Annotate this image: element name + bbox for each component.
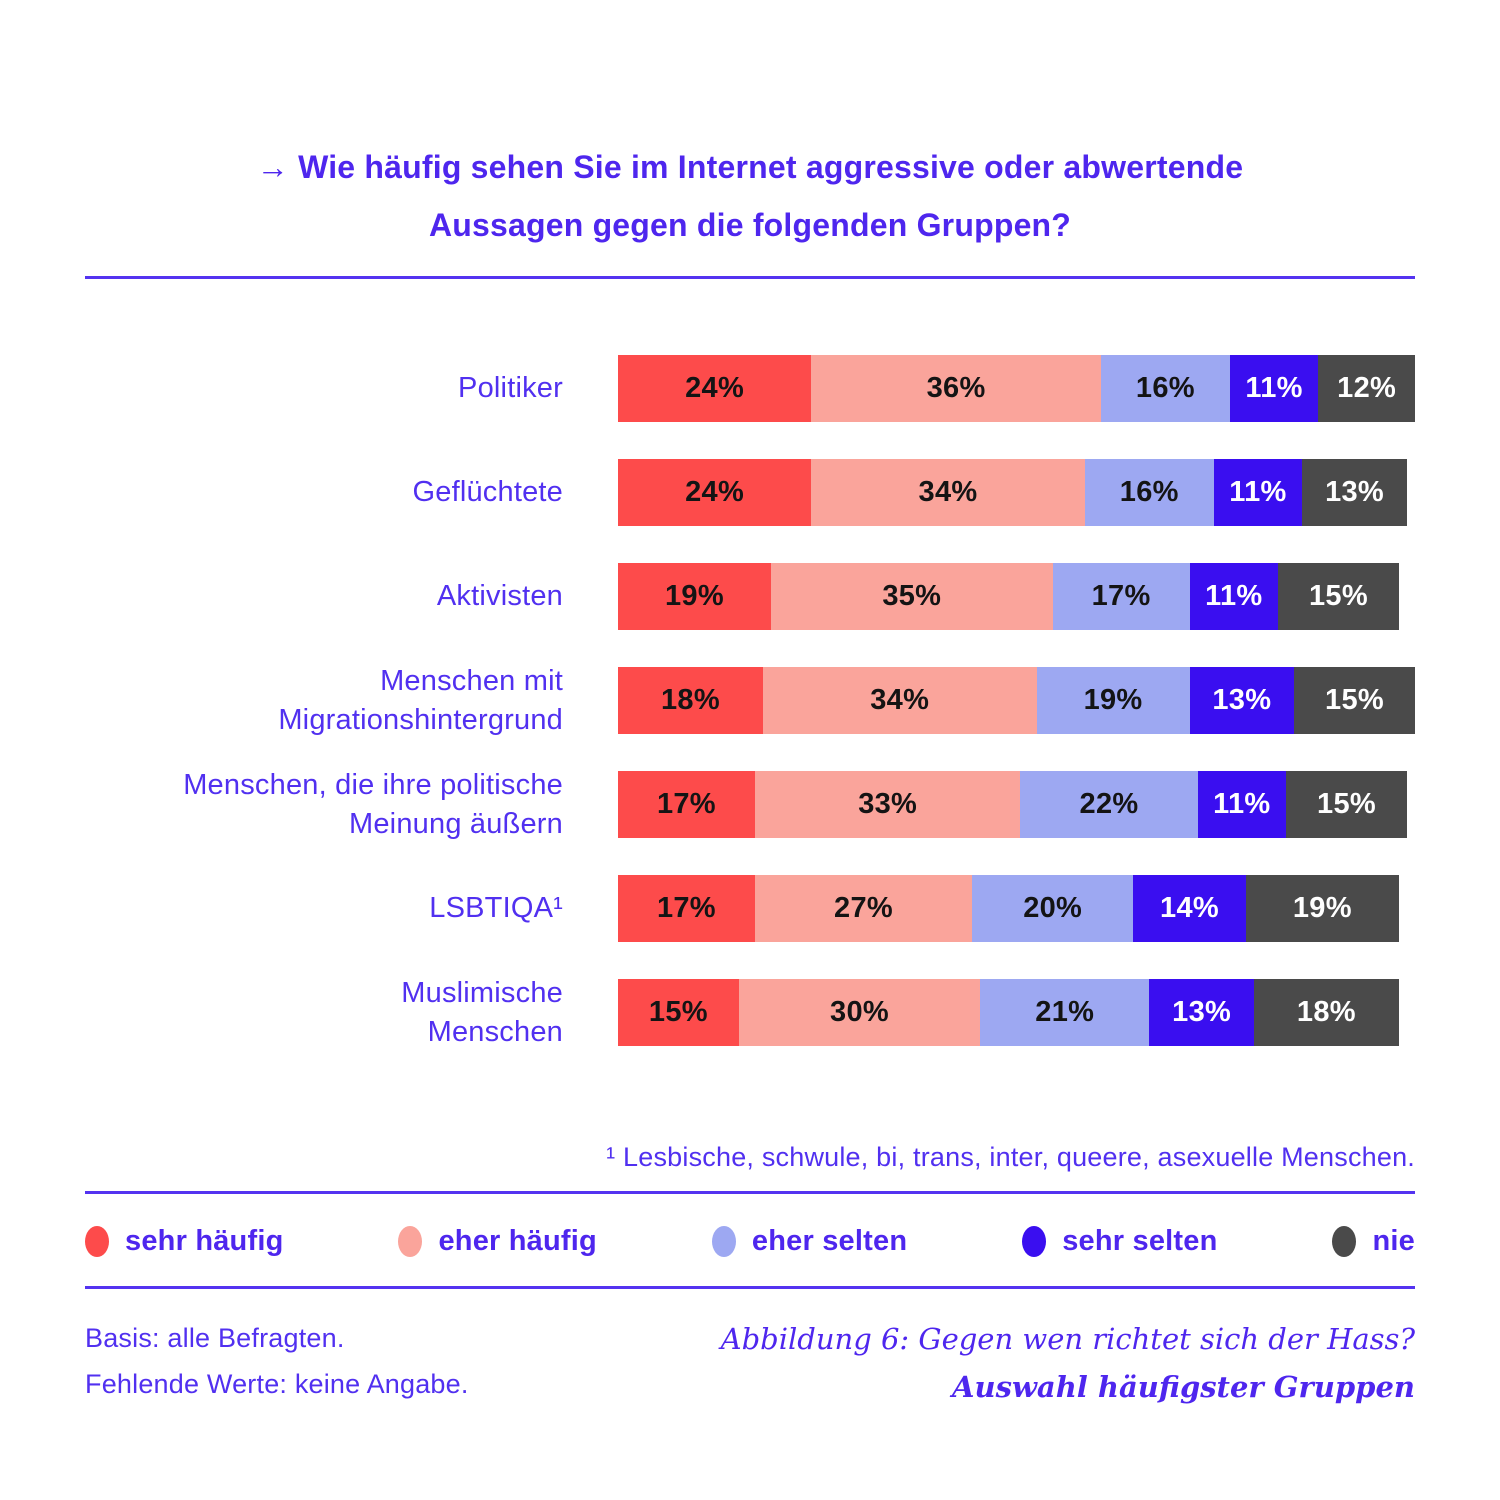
- stacked-bar: 24% 36% 16% 11% 12%: [618, 355, 1415, 422]
- legend-label: nie: [1372, 1224, 1415, 1257]
- chart-row: Menschen, die ihre politische Meinung äuß…: [85, 769, 1415, 840]
- bar-segment: 18%: [1253, 979, 1399, 1046]
- bar-segment: 15%: [1278, 563, 1399, 630]
- chart-title: → Wie häufig sehen Sie im Internet aggre…: [85, 138, 1415, 254]
- bar-segment: 17%: [618, 771, 755, 838]
- bar-segment: 19%: [1036, 667, 1190, 734]
- stacked-bar: 18% 34% 19% 13% 15%: [618, 667, 1415, 734]
- chart-title-line1: → Wie häufig sehen Sie im Internet aggre…: [256, 149, 1244, 185]
- figure-caption-line1: Abbildung 6: Gegen wen richtet sich der …: [720, 1322, 1415, 1356]
- legend-item: eher selten: [711, 1224, 908, 1258]
- basis-note: Basis: alle Befragten. Fehlende Werte: k…: [85, 1315, 469, 1407]
- bar-segment: 27%: [754, 875, 973, 942]
- bar-segment: 13%: [1189, 667, 1295, 734]
- bar-segment: 36%: [811, 355, 1101, 422]
- legend-label: eher häufig: [438, 1224, 597, 1257]
- legend-label: sehr selten: [1062, 1224, 1218, 1257]
- legend-item: eher häufig: [398, 1225, 597, 1258]
- legend-label: eher selten: [751, 1224, 908, 1257]
- category-label: Geflüchtete: [412, 476, 563, 508]
- bar-segment: 34%: [811, 459, 1085, 526]
- bar-segment: 11%: [1197, 771, 1287, 838]
- figure-caption: Abbildung 6: Gegen wen richtet sich der …: [721, 1315, 1415, 1411]
- legend-label: sehr häufig: [125, 1224, 284, 1257]
- category-label: Muslimische Menschen: [401, 976, 563, 1048]
- bar-segment: 34%: [762, 667, 1037, 734]
- chart-row: Geflüchtete 24% 34% 16% 11% 13%: [85, 459, 1415, 526]
- bar-segment: 11%: [1229, 355, 1319, 422]
- bar-segment: 19%: [618, 563, 771, 630]
- divider-above-legend: [85, 1191, 1415, 1194]
- legend: sehr häufig eher häufig eher selten sehr se…: [85, 1208, 1415, 1274]
- bar-segment: 17%: [1052, 563, 1190, 630]
- bar-segment: 24%: [618, 459, 812, 526]
- category-label: Menschen mit Migrationshintergrund: [278, 664, 563, 736]
- chart-row: Muslimische Menschen 15% 30% 21% 13% 18%: [85, 977, 1415, 1048]
- bar-segment: 15%: [618, 979, 739, 1046]
- stacked-bar: 24% 34% 16% 11% 13%: [618, 459, 1407, 526]
- bar-segment: 16%: [1084, 459, 1214, 526]
- stacked-bar: 19% 35% 17% 11% 15%: [618, 563, 1399, 630]
- bar-segment: 30%: [738, 979, 981, 1046]
- legend-swatch-icon: [398, 1225, 423, 1257]
- bar-segment: 13%: [1149, 979, 1254, 1046]
- bar-segment: 24%: [618, 355, 812, 422]
- legend-item: nie: [1332, 1225, 1415, 1258]
- legend-item: sehr häufig: [85, 1225, 284, 1258]
- bar-segment: 35%: [770, 563, 1053, 630]
- bar-segment: 13%: [1302, 459, 1407, 526]
- footnote: ¹ Lesbische, schwule, bi, trans, inter, …: [606, 1142, 1415, 1172]
- legend-item: sehr selten: [1022, 1225, 1217, 1258]
- bar-segment: 33%: [754, 771, 1021, 838]
- stacked-bar: 17% 33% 22% 11% 15%: [618, 771, 1407, 838]
- legend-swatch-icon: [85, 1225, 109, 1257]
- divider-below-legend: [85, 1286, 1415, 1289]
- bar-segment: 18%: [618, 667, 763, 734]
- category-label: Aktivisten: [436, 580, 563, 612]
- basis-note-line1: Basis: alle Befragten.: [85, 1323, 345, 1353]
- stacked-bar-chart: Politiker 24% 36% 16% 11% 12% Geflüchtete 24% 34…: [85, 355, 1415, 1048]
- bar-segment: 19%: [1245, 875, 1399, 942]
- bar-segment: 12%: [1318, 355, 1415, 422]
- bar-segment: 22%: [1020, 771, 1198, 838]
- category-label: Menschen, die ihre politische Meinung äuß…: [183, 768, 563, 840]
- legend-swatch-icon: [1022, 1225, 1047, 1257]
- basis-note-line2: Fehlende Werte: keine Angabe.: [85, 1369, 469, 1399]
- figure-caption-line2: Auswahl häufigster Gruppen: [952, 1370, 1415, 1404]
- bar-segment: 17%: [618, 875, 755, 942]
- chart-title-line2: Aussagen gegen die folgenden Gruppen?: [428, 207, 1072, 243]
- legend-swatch-icon: [1332, 1225, 1357, 1257]
- legend-swatch-icon: [711, 1225, 736, 1257]
- bar-segment: 11%: [1189, 563, 1279, 630]
- chart-row: Politiker 24% 36% 16% 11% 12%: [85, 355, 1415, 422]
- stacked-bar: 17% 27% 20% 14% 19%: [618, 875, 1399, 942]
- stacked-bar: 15% 30% 21% 13% 18%: [618, 979, 1399, 1046]
- bar-segment: 15%: [1286, 771, 1407, 838]
- bar-segment: 16%: [1100, 355, 1230, 422]
- chart-row: LSBTIQA¹ 17% 27% 20% 14% 19%: [85, 875, 1415, 942]
- chart-row: Aktivisten 19% 35% 17% 11% 15%: [85, 563, 1415, 630]
- footer: Basis: alle Befragten. Fehlende Werte: k…: [85, 1315, 1415, 1411]
- category-label: Politiker: [458, 372, 563, 404]
- bar-segment: 20%: [972, 875, 1134, 942]
- category-label: LSBTIQA¹: [429, 892, 563, 924]
- divider-top: [85, 276, 1415, 279]
- bar-segment: 14%: [1133, 875, 1246, 942]
- chart-row: Menschen mit Migrationshintergrund 18% 34% 1…: [85, 665, 1415, 736]
- bar-segment: 15%: [1294, 667, 1415, 734]
- bar-segment: 11%: [1213, 459, 1303, 526]
- bar-segment: 21%: [980, 979, 1150, 1046]
